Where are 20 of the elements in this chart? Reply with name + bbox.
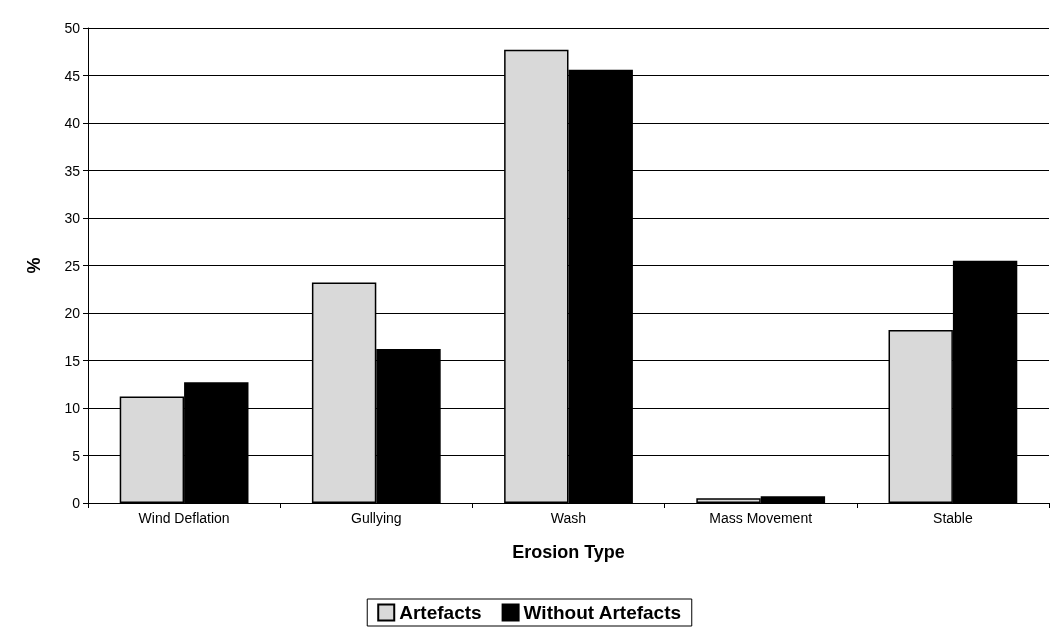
x-tick-label: Mass Movement [709,510,813,526]
y-tick-label: 35 [64,162,81,179]
y-tick-label: 50 [64,20,81,36]
y-tick-label: 25 [64,257,81,274]
legend-label: Without Artefacts [523,602,682,623]
y-tick-label: 40 [64,115,81,131]
y-tick-label: 10 [64,400,81,416]
legend-label: Artefacts [399,602,482,623]
y-tick-label: 0 [72,495,81,511]
x-tick-label: Stable [933,510,973,526]
x-tick-label: Wind Deflation [138,510,230,526]
y-tick-label: 30 [64,210,81,226]
y-tick-label: 45 [64,67,81,84]
x-tick-label: Gullying [351,510,402,526]
y-tick-label: 5 [72,447,81,464]
y-axis-title: % [24,257,44,274]
x-tick-label: Wash [550,510,587,526]
y-tick-label: 20 [64,305,81,321]
y-tick-label: 15 [64,352,81,369]
x-axis-title: Erosion Type [512,542,625,562]
